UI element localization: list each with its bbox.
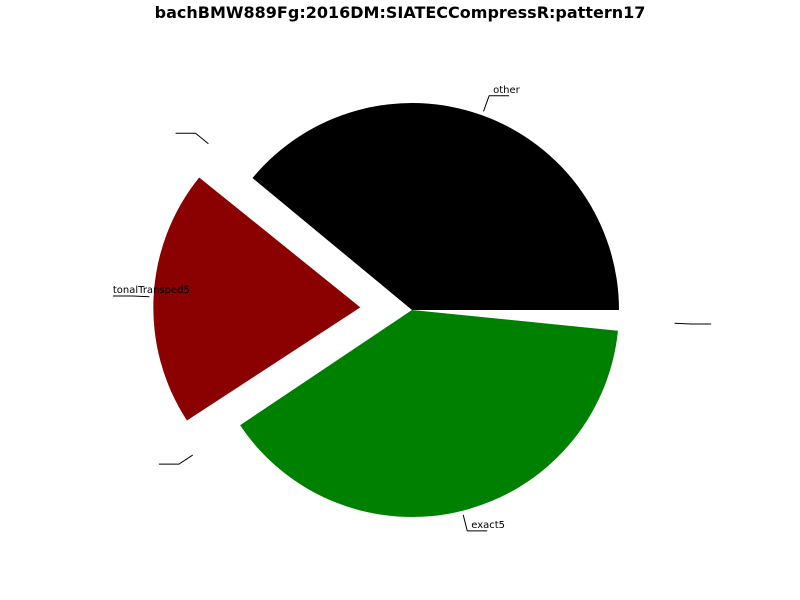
pie-slice-other xyxy=(252,103,619,310)
pie-leader-line xyxy=(462,514,488,532)
pie-leader-line xyxy=(674,322,712,325)
pie-slice-gap-3 xyxy=(195,338,369,454)
pie-label-exact5: exact5 xyxy=(471,520,505,531)
pie-slice-gap-5 xyxy=(463,312,671,334)
pie-labels: other tonalTransped5 exact5 xyxy=(112,85,712,532)
pie-leader-line xyxy=(483,95,510,112)
pie-leader-line xyxy=(112,295,150,298)
pie-slice-exact5 xyxy=(240,310,618,517)
pie-label-other: other xyxy=(493,85,521,96)
pie-leader-line xyxy=(158,454,194,465)
pie-slice-gap-1 xyxy=(210,145,372,278)
pie-slice-tonalTransped5 xyxy=(153,177,361,421)
pie-label-tonalTransped5: tonalTransped5 xyxy=(113,285,190,296)
pie-slices xyxy=(153,103,671,517)
chart-title: bachBMW889Fg:2016DM:SIATECCompressR:patt… xyxy=(155,3,646,22)
pie-leader-line xyxy=(175,132,209,145)
